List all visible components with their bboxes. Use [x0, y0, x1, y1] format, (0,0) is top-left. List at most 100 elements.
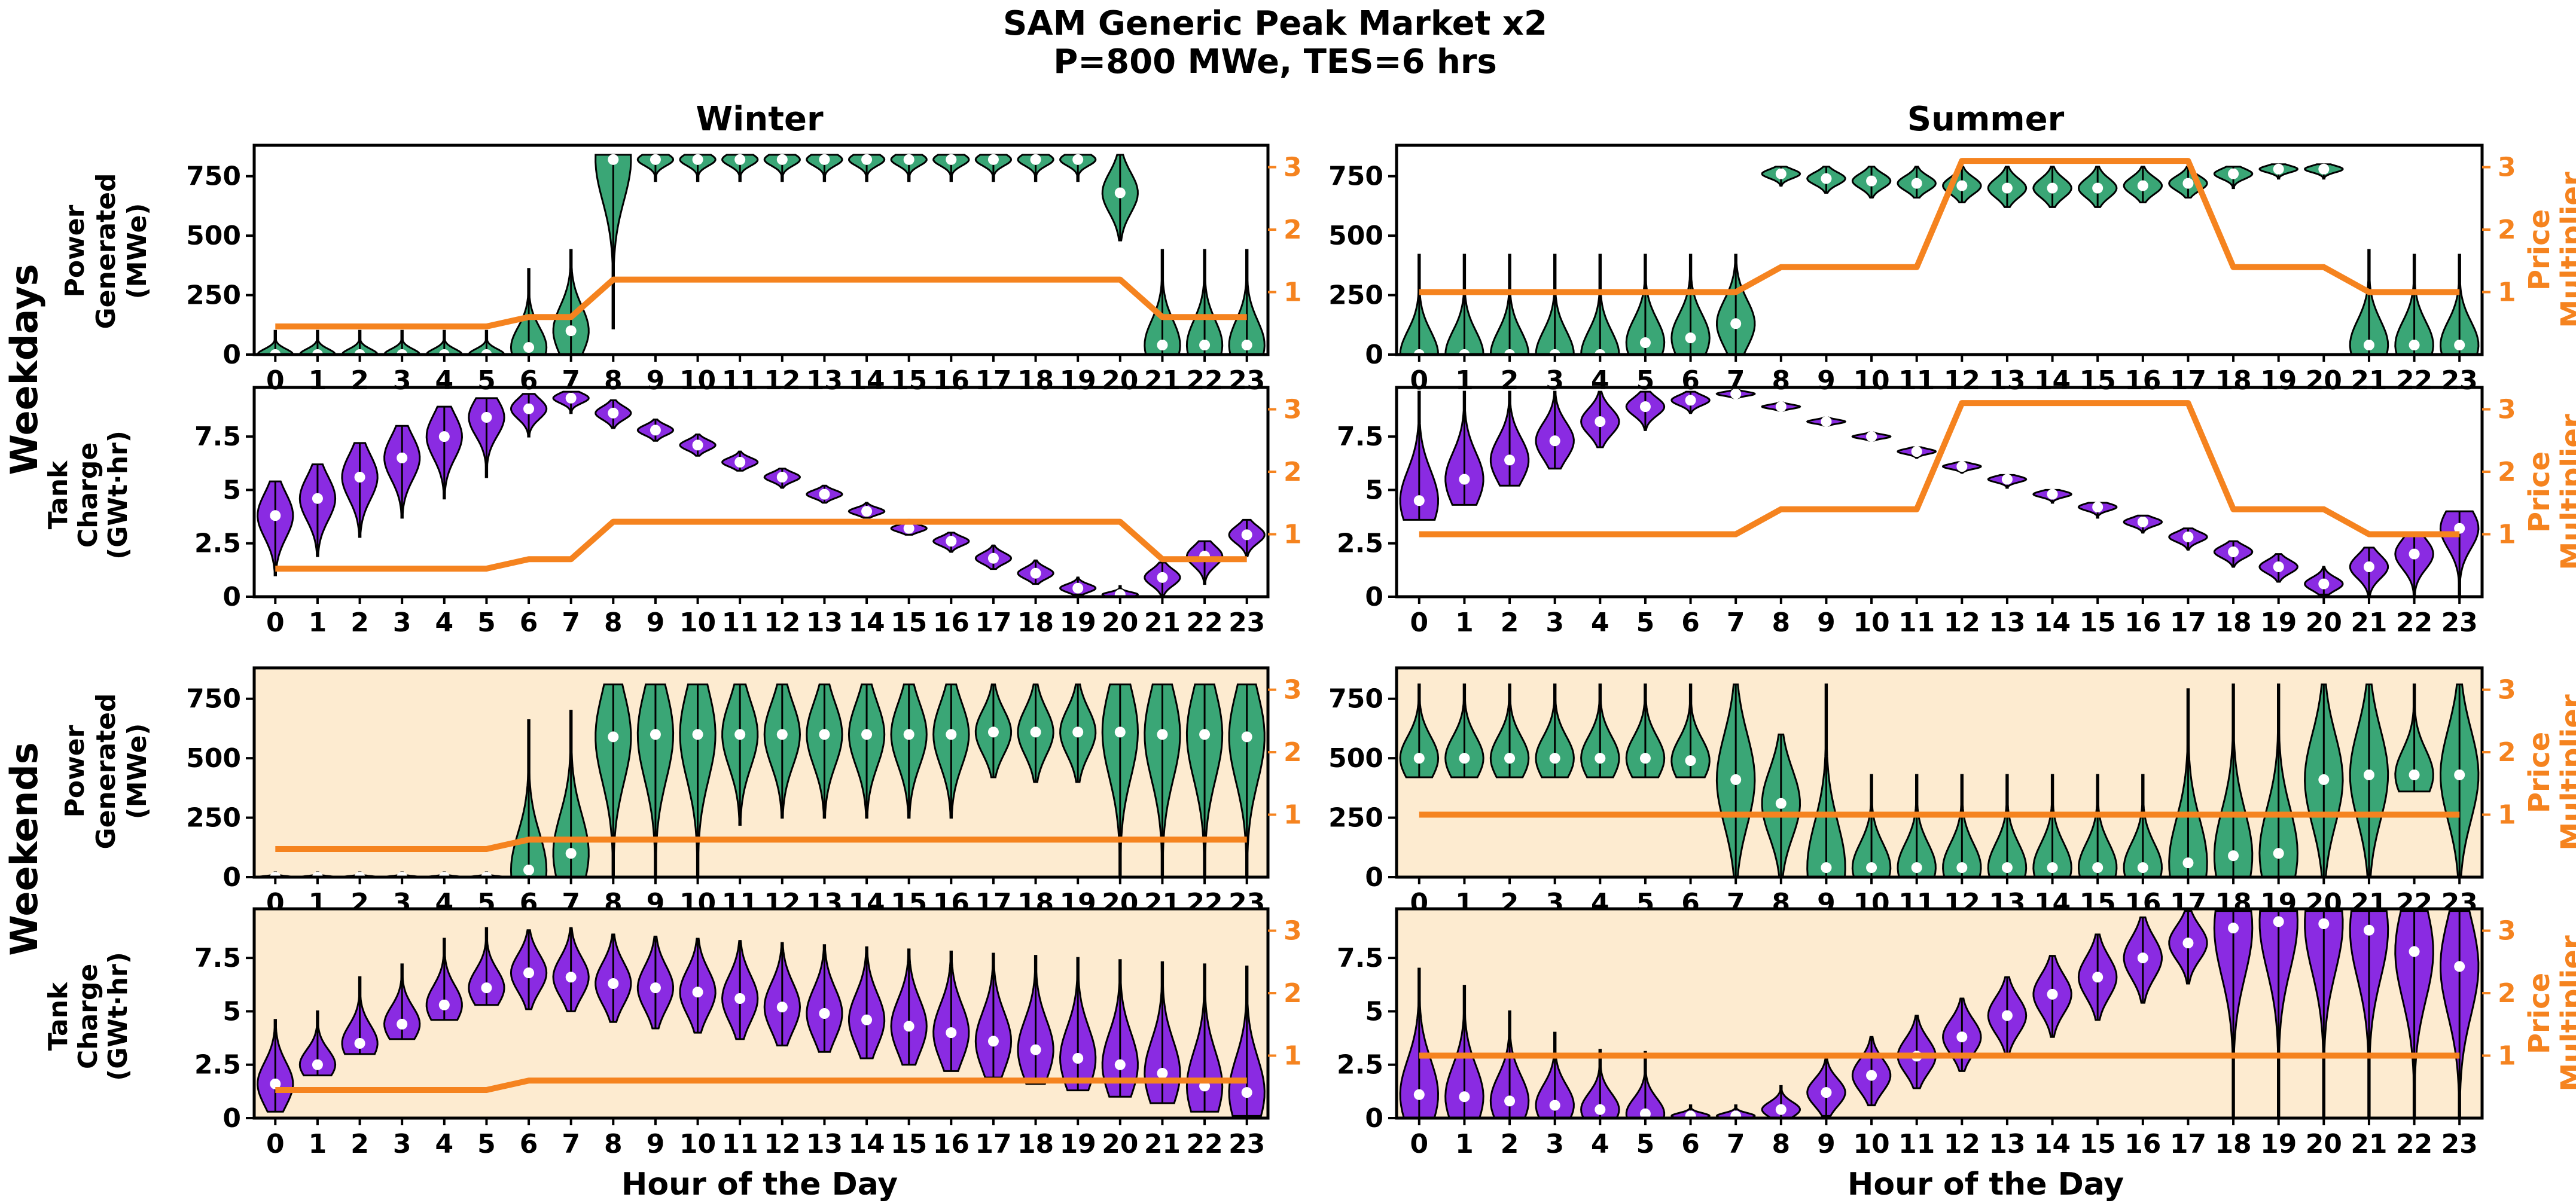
- x-tick-label: 6: [1681, 1129, 1700, 1159]
- median-dot-4: [1595, 416, 1606, 428]
- x-tick-label: 3: [1545, 1129, 1564, 1159]
- median-dot-11: [734, 729, 746, 740]
- x-tick-label: 16: [933, 1129, 970, 1159]
- y-tick-label: 0: [1365, 340, 1383, 370]
- median-dot-17: [2182, 178, 2194, 189]
- x-tick-label: 10: [679, 607, 716, 638]
- x-tick-label: 7: [562, 607, 580, 638]
- x-tick-label: 4: [435, 365, 454, 396]
- ylabel-line: Tank: [43, 981, 74, 1051]
- x-tick-label: 2: [350, 365, 369, 396]
- x-tick-label: 1: [309, 1129, 327, 1159]
- price-multiplier-line: [275, 1077, 1247, 1093]
- axes-frame: [1395, 386, 2484, 599]
- median-dot-19: [1072, 726, 1084, 738]
- x-tick-label: 18: [1017, 365, 1054, 396]
- median-dot-0: [270, 510, 281, 521]
- x-tick-label: 22: [1186, 365, 1223, 396]
- ylabel-line: (GWt·hr): [103, 952, 133, 1081]
- axes-frame: [252, 143, 1270, 356]
- median-dot-12: [776, 472, 788, 483]
- x-tick-label: 21: [1144, 607, 1181, 638]
- median-dot-2: [354, 1038, 365, 1049]
- x-tick-label: 15: [891, 1129, 927, 1159]
- median-dot-13: [2001, 1010, 2013, 1021]
- x-tick-label: 0: [1410, 365, 1429, 396]
- axes-frame: [252, 907, 1270, 1120]
- x-tick-label: 5: [477, 607, 496, 638]
- median-dot-21: [2363, 340, 2374, 351]
- x-tick-label: 3: [393, 1129, 411, 1159]
- x-tick-label: 10: [679, 1129, 716, 1159]
- x-tick-label: 5: [1636, 1129, 1655, 1159]
- y-tick-label: 250: [1328, 280, 1383, 311]
- median-dot-14: [861, 506, 873, 517]
- median-dot-16: [2137, 517, 2148, 527]
- x-tick-label: 19: [1060, 1129, 1096, 1159]
- median-dot-23: [1241, 1087, 1252, 1098]
- y-tick-label: 5: [222, 475, 241, 505]
- ylabel-line: (MWe): [122, 203, 153, 300]
- median-dot-12: [1956, 862, 1968, 874]
- x-tick-label: 9: [647, 607, 665, 638]
- x-tick-label: 20: [1102, 607, 1138, 638]
- median-dot-16: [946, 729, 957, 740]
- median-dot-3: [1549, 753, 1560, 764]
- y-tick-label: 500: [186, 743, 241, 774]
- y2-tick-label: 3: [2498, 675, 2516, 706]
- x-tick-label: 13: [806, 607, 843, 638]
- axes-frame: [1395, 666, 2484, 879]
- ylabel-line: Generated: [91, 694, 121, 850]
- x-tick-label: 9: [1817, 365, 1836, 396]
- x-tick-label: 0: [266, 607, 285, 638]
- x-axis-label-summer: Hour of the Day: [1848, 1167, 2124, 1202]
- median-dot-9: [650, 982, 661, 994]
- median-dot-16: [946, 154, 957, 165]
- x-tick-label: 16: [2124, 365, 2161, 396]
- median-dot-8: [1775, 798, 1787, 809]
- median-dot-13: [2001, 862, 2013, 874]
- y2-tick-label: 2: [2498, 737, 2516, 768]
- median-dot-8: [1775, 401, 1787, 413]
- ylabel-line: Charge: [73, 442, 103, 548]
- y2-tick-label: 1: [1284, 520, 1302, 550]
- median-dot-1: [1459, 753, 1470, 764]
- median-dot-20: [1114, 1059, 1126, 1070]
- x-tick-label: 14: [848, 365, 885, 396]
- median-dot-0: [270, 1078, 281, 1089]
- y2-tick-label: 1: [1284, 277, 1302, 308]
- x-tick-label: 6: [520, 365, 538, 396]
- x-tick-label: 18: [2215, 365, 2251, 396]
- price-multiplier-line: [1419, 158, 2460, 295]
- median-dot-0: [1413, 495, 1425, 506]
- x-tick-label: 8: [604, 1129, 623, 1159]
- x-tick-label: 9: [647, 1129, 665, 1159]
- median-dot-12: [1956, 180, 1968, 191]
- x-tick-label: 18: [1017, 607, 1054, 638]
- y-tick-label: 0: [1365, 582, 1383, 612]
- median-dot-23: [1241, 731, 1252, 743]
- median-dot-23: [1241, 340, 1252, 351]
- x-tick-label: 16: [2124, 1129, 2161, 1159]
- median-dot-0: [1413, 753, 1425, 764]
- median-dot-3: [397, 452, 408, 463]
- median-dot-11: [1911, 178, 1922, 189]
- x-tick-label: 2: [1501, 365, 1519, 396]
- median-dot-15: [2092, 862, 2104, 874]
- median-dot-21: [2363, 769, 2374, 780]
- median-dot-5: [481, 412, 492, 423]
- median-dot-18: [2228, 850, 2239, 862]
- median-dot-0: [1413, 1089, 1425, 1100]
- median-dot-10: [1866, 175, 1877, 187]
- x-tick-label: 23: [1228, 1129, 1265, 1159]
- y2-tick-label: 1: [2498, 520, 2516, 550]
- median-dot-6: [523, 342, 535, 353]
- y-tick-label: 500: [186, 221, 241, 251]
- median-dot-22: [2409, 769, 2420, 780]
- y-tick-label: 0: [222, 1103, 241, 1134]
- median-dot-1: [1459, 1091, 1470, 1103]
- column-title-winter: Winter: [696, 100, 824, 139]
- median-dot-21: [1157, 340, 1168, 351]
- median-dot-12: [776, 1002, 788, 1013]
- median-dot-8: [608, 407, 619, 419]
